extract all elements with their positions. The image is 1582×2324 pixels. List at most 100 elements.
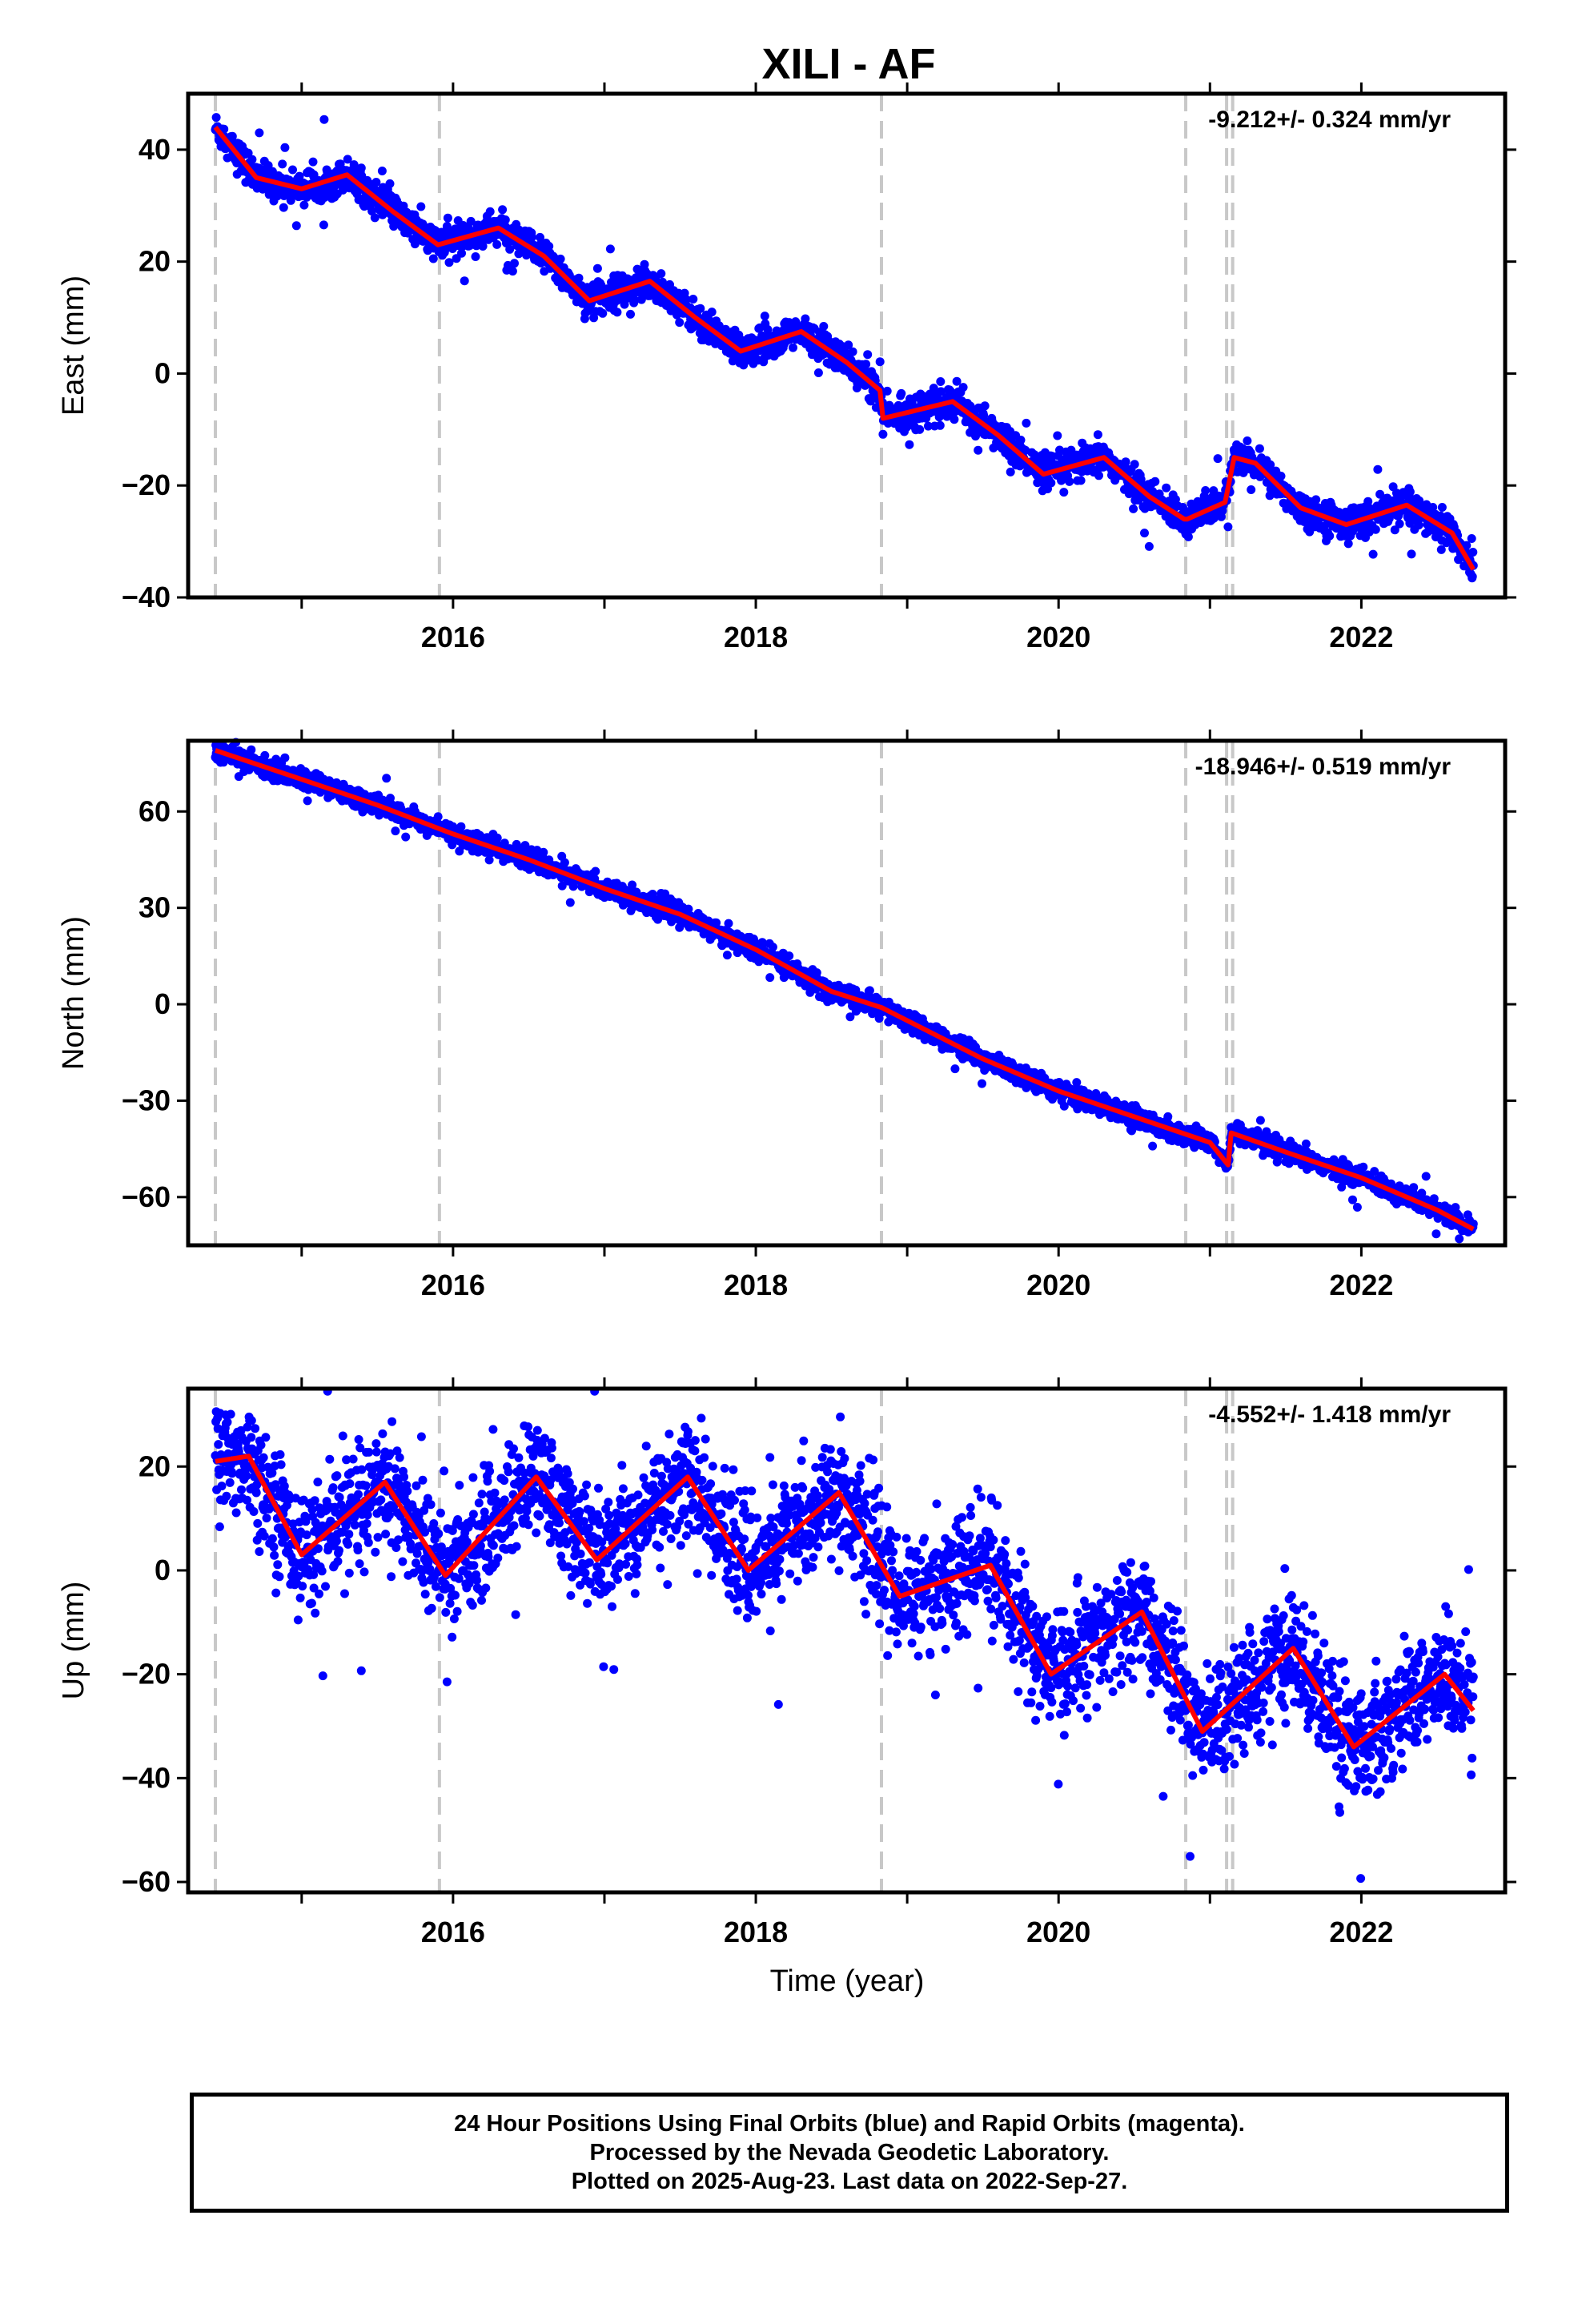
data-point bbox=[591, 866, 600, 876]
data-point bbox=[1162, 483, 1171, 493]
data-point bbox=[1255, 444, 1264, 453]
data-point bbox=[343, 155, 352, 164]
data-point bbox=[471, 252, 480, 261]
data-point bbox=[1223, 522, 1233, 532]
data-point bbox=[505, 244, 515, 254]
data-point bbox=[433, 812, 443, 822]
data-point bbox=[1183, 532, 1193, 541]
data-point bbox=[247, 155, 257, 164]
data-point bbox=[950, 415, 959, 424]
data-point bbox=[478, 242, 488, 251]
data-point bbox=[389, 222, 399, 231]
data-point bbox=[492, 833, 502, 842]
data-point bbox=[789, 343, 797, 352]
data-point bbox=[861, 360, 871, 369]
data-point bbox=[1395, 519, 1404, 529]
data-point bbox=[574, 273, 584, 283]
data-point bbox=[592, 263, 602, 273]
data-point bbox=[1006, 467, 1015, 476]
data-point bbox=[1129, 504, 1138, 513]
data-point bbox=[371, 178, 381, 187]
data-point bbox=[980, 401, 990, 411]
data-point bbox=[280, 143, 290, 152]
y-tick-label: 0 bbox=[155, 356, 171, 389]
data-point bbox=[401, 832, 411, 842]
data-point bbox=[1046, 478, 1056, 488]
data-point bbox=[303, 796, 312, 806]
data-point bbox=[1325, 531, 1335, 541]
data-point bbox=[722, 951, 732, 960]
data-point bbox=[865, 986, 874, 995]
data-point bbox=[377, 167, 387, 175]
data-point bbox=[1213, 454, 1223, 464]
data-point bbox=[1276, 472, 1286, 480]
data-point bbox=[848, 347, 857, 356]
data-point bbox=[1243, 436, 1252, 445]
data-point bbox=[656, 269, 666, 279]
data-point bbox=[457, 248, 466, 258]
data-point bbox=[905, 440, 914, 449]
data-point bbox=[1094, 471, 1103, 480]
data-point bbox=[844, 340, 853, 350]
data-point bbox=[1247, 485, 1256, 494]
data-point bbox=[952, 376, 962, 386]
data-point bbox=[675, 318, 685, 328]
data-point bbox=[1022, 418, 1031, 428]
data-point bbox=[612, 308, 622, 317]
data-point bbox=[319, 220, 328, 230]
data-point bbox=[510, 259, 519, 268]
data-point bbox=[356, 163, 366, 173]
data-point bbox=[556, 254, 565, 263]
data-point bbox=[696, 304, 705, 313]
data-point bbox=[565, 898, 575, 907]
data-point bbox=[1130, 460, 1139, 469]
data-point bbox=[382, 774, 391, 783]
data-point bbox=[1150, 476, 1160, 486]
data-point bbox=[443, 213, 452, 223]
data-point bbox=[1016, 436, 1026, 444]
data-point bbox=[681, 295, 691, 304]
data-point bbox=[1140, 529, 1149, 538]
x-tick-label: 2020 bbox=[1026, 621, 1090, 653]
data-point bbox=[485, 207, 495, 216]
data-point bbox=[598, 308, 608, 318]
y-tick-label: 20 bbox=[139, 245, 171, 278]
data-point bbox=[929, 384, 938, 393]
data-point bbox=[958, 383, 968, 392]
data-point bbox=[498, 205, 508, 215]
data-point bbox=[1405, 487, 1415, 497]
data-point bbox=[1076, 476, 1086, 485]
data-point bbox=[605, 244, 615, 254]
chart-title: XILI - AF bbox=[762, 40, 936, 88]
data-point bbox=[819, 322, 829, 331]
data-point bbox=[707, 308, 717, 317]
data-point bbox=[280, 753, 290, 762]
data-point bbox=[279, 203, 288, 212]
data-point bbox=[1371, 525, 1380, 534]
data-point bbox=[626, 309, 635, 319]
data-point bbox=[760, 312, 769, 321]
data-point bbox=[915, 424, 925, 434]
data-point bbox=[1468, 548, 1478, 557]
data-point bbox=[367, 207, 377, 216]
data-point bbox=[979, 410, 989, 420]
data-point bbox=[897, 388, 906, 398]
data-point bbox=[370, 213, 379, 223]
data-point bbox=[1414, 521, 1423, 530]
data-point bbox=[544, 242, 554, 251]
data-point bbox=[508, 267, 517, 276]
data-point bbox=[936, 387, 946, 396]
data-point bbox=[444, 258, 454, 267]
data-point bbox=[466, 216, 476, 226]
y-tick-label: 40 bbox=[139, 133, 171, 166]
data-point bbox=[875, 357, 885, 367]
data-point bbox=[689, 295, 698, 304]
data-point bbox=[299, 200, 309, 210]
data-point bbox=[456, 822, 466, 831]
data-point bbox=[527, 232, 536, 242]
data-point bbox=[813, 368, 823, 377]
x-tick-label: 2016 bbox=[421, 621, 485, 653]
